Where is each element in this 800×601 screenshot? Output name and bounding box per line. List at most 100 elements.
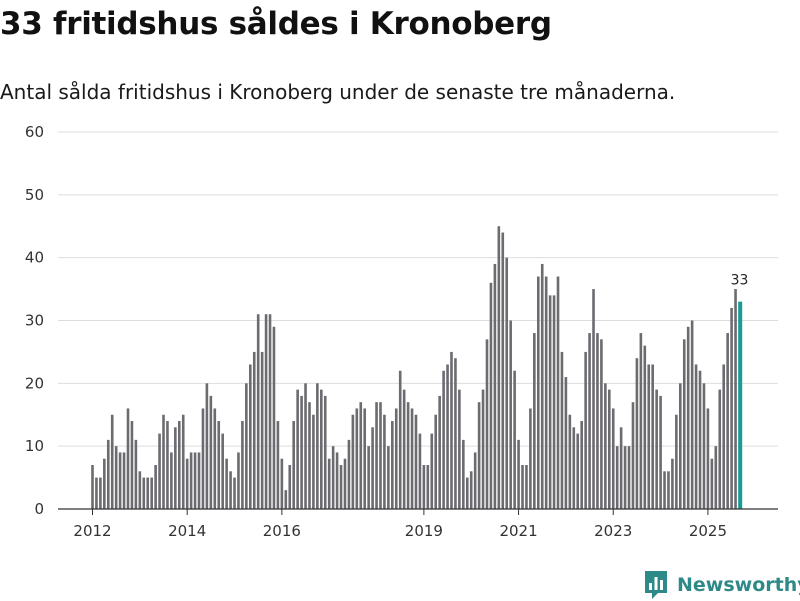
bar <box>174 427 177 509</box>
bar <box>481 389 485 509</box>
bar <box>343 458 347 509</box>
bar <box>197 452 201 509</box>
bar <box>126 408 130 509</box>
bar <box>509 320 512 509</box>
bar <box>185 458 189 509</box>
bar <box>698 370 702 509</box>
bar <box>387 446 390 509</box>
bar <box>600 339 603 509</box>
bar <box>718 389 722 509</box>
bar <box>292 421 295 509</box>
bar <box>726 333 729 509</box>
bar <box>564 377 568 509</box>
bar <box>110 414 114 509</box>
bar <box>221 433 224 509</box>
bar <box>122 452 126 509</box>
bar <box>529 408 532 509</box>
x-tick-label: 2023 <box>594 522 632 540</box>
bar <box>134 439 138 509</box>
bar <box>391 421 394 509</box>
bar <box>268 314 272 509</box>
bar <box>375 402 378 509</box>
bar <box>162 414 165 509</box>
bar <box>659 395 662 509</box>
bar <box>138 471 142 509</box>
bar <box>572 427 576 509</box>
chart-subtitle: Antal sålda fritidshus i Kronoberg under… <box>0 80 676 104</box>
bar <box>371 427 374 509</box>
bar <box>320 389 323 509</box>
bar <box>229 471 232 509</box>
bar <box>233 477 236 509</box>
axes <box>58 508 778 515</box>
bar <box>615 446 619 509</box>
bar <box>588 333 591 509</box>
bar <box>225 458 228 509</box>
bar <box>158 433 161 509</box>
bar <box>323 395 327 509</box>
bar <box>284 490 288 509</box>
bar <box>655 389 658 509</box>
bar <box>497 226 501 509</box>
bar <box>517 439 520 509</box>
bar <box>363 408 366 509</box>
bar <box>308 402 311 509</box>
bar <box>560 351 564 509</box>
bar <box>663 471 666 509</box>
y-tick-label: 20 <box>25 374 44 392</box>
bar <box>300 395 303 509</box>
bar <box>485 339 489 509</box>
bar <box>489 282 493 509</box>
bar <box>544 276 548 509</box>
bar <box>264 314 268 509</box>
bar <box>469 471 473 509</box>
bar <box>201 408 205 509</box>
bar <box>414 414 418 509</box>
bar <box>103 458 106 509</box>
bar <box>627 446 631 509</box>
bar <box>473 452 477 509</box>
bar <box>651 364 654 509</box>
bar <box>548 295 552 509</box>
bar <box>241 421 244 509</box>
bar <box>513 370 516 509</box>
bar-chart: 0 10 20 30 40 50 60 2012 2014 2016 2019 2021 2023 202… <box>25 123 778 540</box>
bar <box>619 427 623 509</box>
bar <box>398 370 402 509</box>
bar <box>205 383 209 509</box>
x-tick-label: 2014 <box>168 522 206 540</box>
bar <box>584 351 587 509</box>
bar <box>714 446 718 509</box>
bar <box>446 364 449 509</box>
bar <box>536 276 540 509</box>
bar <box>430 433 434 509</box>
bar <box>99 477 102 509</box>
grid-lines <box>58 131 778 447</box>
bar <box>146 477 150 509</box>
bar <box>367 446 370 509</box>
bar <box>351 414 355 509</box>
bar <box>106 439 110 509</box>
bar <box>252 351 256 509</box>
bar <box>260 351 264 509</box>
bar <box>580 421 583 509</box>
bar <box>501 232 505 509</box>
y-tick-label: 60 <box>25 123 44 141</box>
bar <box>150 477 153 509</box>
bar <box>643 345 647 509</box>
newsworthy-logo[interactable]: Newsworthy <box>643 569 800 601</box>
y-tick-label: 30 <box>25 312 44 330</box>
bar <box>217 421 221 509</box>
bar <box>734 289 737 509</box>
bar <box>379 402 382 509</box>
bar <box>304 383 307 509</box>
bar <box>623 446 627 509</box>
bar <box>434 414 438 509</box>
bar <box>540 263 544 509</box>
bar <box>249 364 252 509</box>
x-tick-label: 2025 <box>689 522 727 540</box>
x-tick-label: 2021 <box>499 522 537 540</box>
y-tick-label: 10 <box>25 437 44 455</box>
bar <box>552 295 556 509</box>
bar <box>331 446 335 509</box>
